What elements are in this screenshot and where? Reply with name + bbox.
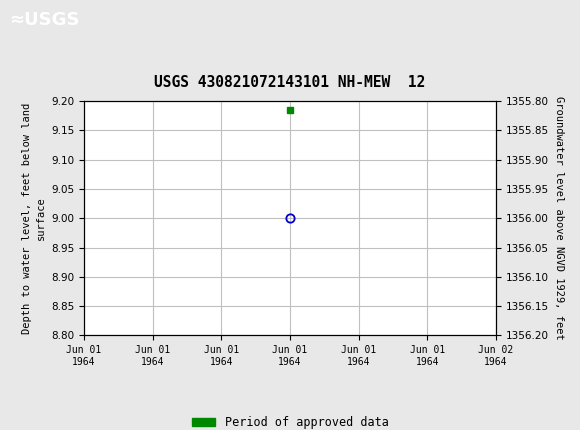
Text: ≈USGS: ≈USGS: [9, 12, 79, 29]
Y-axis label: Groundwater level above NGVD 1929, feet: Groundwater level above NGVD 1929, feet: [554, 96, 564, 340]
Text: USGS 430821072143101 NH-MEW  12: USGS 430821072143101 NH-MEW 12: [154, 75, 426, 90]
Legend: Period of approved data: Period of approved data: [187, 412, 393, 430]
Y-axis label: Depth to water level, feet below land
surface: Depth to water level, feet below land su…: [23, 103, 46, 334]
